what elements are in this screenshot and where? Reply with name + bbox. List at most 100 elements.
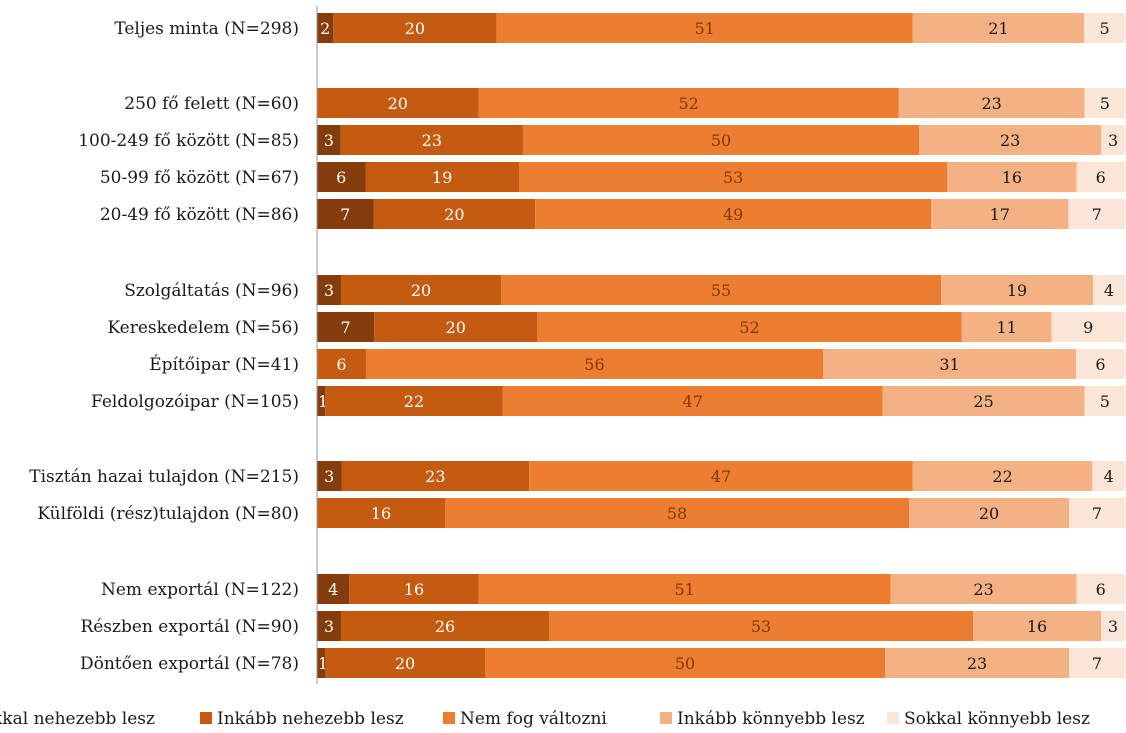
- bar-segment: [1068, 199, 1125, 229]
- category-label: 50-99 fő között (N=67): [100, 168, 299, 188]
- category-label: 250 fő felett (N=60): [124, 94, 299, 114]
- data-label: 6: [336, 168, 346, 187]
- data-label: 47: [683, 392, 703, 411]
- data-label: 49: [723, 205, 743, 224]
- data-label: 6: [1096, 168, 1106, 187]
- legend-swatch: [660, 712, 672, 724]
- data-label: 3: [1108, 617, 1118, 636]
- data-label: 4: [328, 580, 338, 599]
- data-label: 7: [1092, 504, 1102, 523]
- bar-segment: [496, 13, 913, 43]
- bar-segment: [882, 386, 1085, 416]
- bar-segment: [941, 275, 1093, 305]
- data-label: 52: [679, 94, 699, 113]
- bar-segment: [549, 611, 973, 641]
- bar-segment: [317, 125, 341, 155]
- bar-segment: [349, 574, 479, 604]
- bar-segment: [317, 349, 366, 379]
- category-label: Nem exportál (N=122): [101, 580, 299, 600]
- data-label: 17: [990, 205, 1010, 224]
- bar-segment: [502, 386, 883, 416]
- bar-segment: [1069, 648, 1125, 678]
- bar-segment: [537, 312, 962, 342]
- bar-segment: [535, 199, 932, 229]
- data-label: 1: [318, 392, 328, 411]
- data-label: 3: [324, 617, 334, 636]
- data-label: 50: [711, 131, 731, 150]
- category-label: Szolgáltatás (N=96): [124, 281, 299, 301]
- data-label: 53: [751, 617, 771, 636]
- bar-segment: [365, 349, 824, 379]
- bar-segment: [317, 13, 334, 43]
- data-label: 3: [324, 281, 334, 300]
- data-label: 7: [340, 205, 350, 224]
- bar-segment: [973, 611, 1101, 641]
- bar-segment: [333, 13, 497, 43]
- data-label: 23: [982, 94, 1002, 113]
- legend-label: Inkább nehezebb lesz: [217, 709, 404, 729]
- data-label: 6: [336, 355, 346, 374]
- bar-segment: [317, 611, 341, 641]
- data-label: 19: [432, 168, 452, 187]
- data-label: 55: [711, 281, 731, 300]
- data-label: 5: [1100, 19, 1110, 38]
- legend: kkal nehezebb lesz Inkább nehezebb lesz Ne…: [0, 709, 1090, 729]
- data-label: 51: [674, 580, 694, 599]
- data-label: 20: [395, 654, 415, 673]
- data-label: 7: [340, 318, 350, 337]
- bar-segment: [445, 498, 909, 528]
- data-label: 53: [723, 168, 743, 187]
- category-label: 100-249 fő között (N=85): [78, 131, 299, 151]
- bar-segment: [1076, 349, 1125, 379]
- bar-segment: [478, 88, 899, 118]
- bar-segment: [1084, 13, 1125, 43]
- data-label: 16: [1002, 168, 1022, 187]
- data-label: 22: [992, 467, 1012, 486]
- data-label: 20: [444, 205, 464, 224]
- bar-segment: [522, 125, 920, 155]
- category-label: Építőipar (N=41): [149, 354, 299, 375]
- data-label: 23: [973, 580, 993, 599]
- data-label: 2: [320, 19, 330, 38]
- data-label: 7: [1092, 205, 1102, 224]
- data-label: 4: [1104, 281, 1114, 300]
- bar-segment: [317, 648, 325, 678]
- bar-segment: [529, 461, 913, 491]
- category-label: Feldolgozóipar (N=105): [91, 392, 299, 412]
- category-label: Teljes minta (N=298): [114, 19, 299, 39]
- legend-label: Nem fog változni: [460, 709, 607, 729]
- bar-segment: [317, 199, 374, 229]
- bar-segment: [947, 162, 1077, 192]
- data-label: 3: [324, 467, 334, 486]
- data-label: 56: [584, 355, 604, 374]
- category-label: Külföldi (rész)tulajdon (N=80): [37, 504, 299, 524]
- data-label: 20: [446, 318, 466, 337]
- data-label: 6: [1095, 355, 1105, 374]
- bar-segment: [341, 461, 530, 491]
- bar-segment: [1084, 88, 1125, 118]
- data-label: 20: [411, 281, 431, 300]
- bar-segment: [961, 312, 1052, 342]
- bar-segment: [1069, 498, 1125, 528]
- data-label: 20: [388, 94, 408, 113]
- data-label: 3: [324, 131, 334, 150]
- legend-swatch: [443, 712, 455, 724]
- bar-segment: [317, 386, 326, 416]
- bar-segment: [919, 125, 1102, 155]
- legend-label: Inkább könnyebb lesz: [677, 709, 865, 729]
- data-label: 6: [1096, 580, 1106, 599]
- data-label: 19: [1007, 281, 1027, 300]
- bar-segment: [325, 648, 485, 678]
- data-label: 58: [667, 504, 687, 523]
- data-label: 50: [675, 654, 695, 673]
- bar-segment: [373, 199, 536, 229]
- data-label: 23: [1000, 131, 1020, 150]
- bar-segment: [340, 125, 523, 155]
- bar-segment: [885, 648, 1069, 678]
- bar-segment: [501, 275, 941, 305]
- bar-segment: [317, 461, 342, 491]
- bar-segment: [1093, 275, 1125, 305]
- data-label: 26: [435, 617, 455, 636]
- bar-segment: [365, 162, 519, 192]
- bar-segment: [1101, 125, 1125, 155]
